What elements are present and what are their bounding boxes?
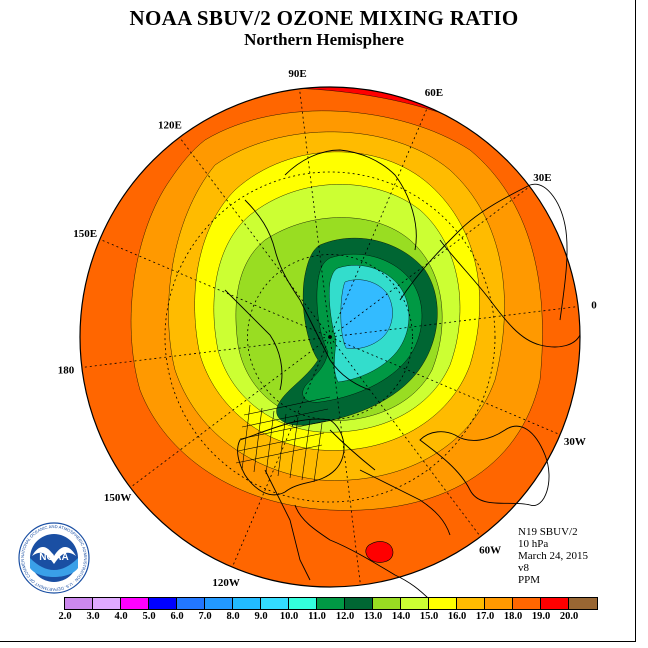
coastlines [224,149,581,601]
state-boundary [235,444,323,464]
colorbar-tick-label: 10.0 [279,611,299,622]
colorbar [64,597,598,610]
colorbar-swatch [289,598,317,609]
colorbar-tick-label: 14.0 [391,611,411,622]
colorbar-swatch [345,598,373,609]
state-boundary [313,422,323,483]
page-subtitle: Northern Hemisphere [244,30,404,49]
pressure-level-label: 10 hPa [518,538,549,550]
figure-frame [0,0,636,642]
colorbar-swatch [205,598,233,609]
colorbar-tick-label: 6.0 [170,611,184,622]
colorbar-tick-label: 11.0 [308,611,326,622]
colorbar-swatch [569,598,597,609]
noaa-logo: NOAA NATIONAL OCEANIC AND ATMOSPHERIC AD… [18,522,90,594]
colorbar-swatch [513,598,541,609]
state-boundary [301,419,311,481]
state-boundary [237,432,325,452]
colorbar-tick-label: 9.0 [254,611,268,622]
longitude-label: 30E [533,172,551,184]
colorbar-swatch [317,598,345,609]
meridian-line [329,306,579,338]
units-label: PPM [518,574,541,586]
colorbar-swatch [149,598,177,609]
field-band-9 [340,279,393,349]
longitude-labels: 90E60E30E030W60W90W120W150W180150E120E [58,68,598,608]
state-boundary [253,407,263,473]
longitude-label: 180 [58,364,75,376]
meridian-line [81,336,331,368]
meridian-line [329,336,481,537]
latitude-circle [247,254,413,420]
longitude-label: 120W [212,577,240,589]
meridian-line [329,336,361,586]
colorbar-tick-label: 2.0 [58,611,72,622]
meridian-line [99,238,331,338]
state-boundary [265,410,275,475]
map-border [79,86,581,588]
longitude-label: 150W [104,492,132,504]
colorbar-tick-label: 4.0 [114,611,128,622]
colorbar-tick-label: 18.0 [503,611,523,622]
state-boundary [239,420,327,440]
colorbar-tick-label: 12.0 [335,611,355,622]
state-boundary [243,396,331,416]
meridian-line [130,336,331,488]
state-boundary [241,408,329,428]
page-title: NOAA SBUV/2 OZONE MIXING RATIO [129,6,519,30]
longitude-label: 0 [591,300,597,312]
instrument-label: N19 SBUV/2 [518,526,578,538]
colorbar-swatch [429,598,457,609]
latitude-circle [164,171,496,503]
colorbar-swatch [541,598,569,609]
meridian-line [179,137,331,338]
colorbar-tick-label: 7.0 [198,611,212,622]
info-panel: N19 SBUV/2 10 hPa March 24, 2015 v8 PPM [518,526,588,586]
colorbar-tick-label: 19.0 [531,611,551,622]
colorbar-swatch [457,598,485,609]
colorbar-tick-label: 16.0 [447,611,467,622]
longitude-label: 60E [425,87,443,99]
isolated-maximum [365,541,394,563]
longitude-label: 30W [564,436,586,448]
longitude-label: 60W [479,544,501,556]
colorbar-tick-label: 15.0 [419,611,439,622]
colorbar-tick-label: 20.0 [559,611,579,622]
version-label: v8 [518,562,529,574]
state-boundary [277,413,287,477]
longitude-label: 150E [73,228,97,240]
colorbar-ticks: 2.0 3.0 4.0 5.0 6.0 7.0 8.0 9.0 10.0 11.0 12.0 13.0… [0,611,648,625]
colorbar-swatch [401,598,429,609]
colorbar-tick-label: 13.0 [363,611,383,622]
meridian-line [299,88,331,338]
logo-wordmark: NOAA [39,552,68,563]
colorbar-swatch [121,598,149,609]
meridian-line [329,336,561,436]
longitude-label: 120E [158,120,182,132]
colorbar-swatch [93,598,121,609]
colorbar-tick-label: 17.0 [475,611,495,622]
colorbar-tick-label: 5.0 [142,611,156,622]
colorbar-swatch [177,598,205,609]
colorbar-tick-label: 3.0 [86,611,100,622]
longitude-label: 90E [288,68,306,80]
colorbar-swatch [65,598,93,609]
colorbar-tick-label: 8.0 [226,611,240,622]
colorbar-swatch [233,598,261,609]
colorbar-swatch [485,598,513,609]
us-state-boundaries [235,396,331,483]
colorbar-swatch [373,598,401,609]
meridian-line [329,106,429,338]
colorbar-swatch [261,598,289,609]
date-label: March 24, 2015 [518,550,588,562]
